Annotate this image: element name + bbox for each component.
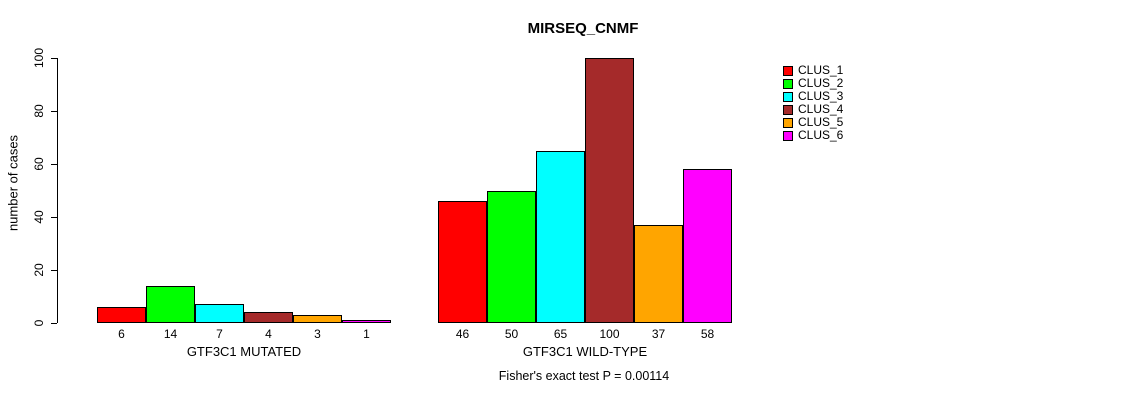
bar-value-label: 37 [651,327,666,341]
y-tick-label: 60 [32,157,46,171]
bar-value-label: 46 [455,327,470,341]
legend-item: CLUS_5 [783,116,843,129]
legend-item: CLUS_3 [783,90,843,103]
bar-value-label: 3 [314,327,321,341]
legend-item: CLUS_2 [783,77,843,90]
y-tick-mark [51,58,57,59]
y-tick-mark [51,217,57,218]
bar-value-label: 1 [363,327,370,341]
legend-color-swatch [783,78,793,89]
legend-item-label: CLUS_5 [798,115,844,129]
legend-color-swatch [783,130,793,141]
bar-clus_4-group2 [585,58,634,323]
bar-value-label: 50 [504,327,519,341]
y-tick-mark [51,111,57,112]
group-x-axis-label: GTF3C1 MUTATED [186,344,302,359]
legend-item-label: CLUS_6 [798,128,844,142]
y-tick-mark [51,270,57,271]
y-tick-mark [51,164,57,165]
legend-item: CLUS_4 [783,103,843,116]
group-x-axis-label: GTF3C1 WILD-TYPE [522,344,648,359]
legend-item-label: CLUS_3 [798,89,844,103]
legend-item-label: CLUS_1 [798,63,844,77]
bar-clus_3-group1 [195,304,244,323]
bar-clus_2-group2 [487,190,536,323]
chart-title: MIRSEQ_CNMF [527,20,639,37]
bar-clus_5-group1 [293,315,342,323]
y-tick-label: 20 [32,263,46,277]
y-tick-mark [51,323,57,324]
legend-color-swatch [783,117,793,128]
legend-item-label: CLUS_2 [798,76,844,90]
y-axis-line [57,58,58,323]
bar-clus_1-group2 [438,201,487,323]
legend-item: CLUS_6 [783,129,843,142]
legend-color-swatch [783,104,793,115]
y-tick-label: 80 [32,104,46,118]
legend-item: CLUS_1 [783,64,843,77]
y-tick-label: 0 [32,319,46,327]
legend: CLUS_1 CLUS_2 CLUS_3 CLUS_4 CLUS_5 CLUS_6 [783,64,843,142]
bar-value-label: 65 [553,327,568,341]
bar-value-label: 6 [118,327,125,341]
bar-clus_4-group1 [244,312,293,323]
legend-color-swatch [783,65,793,76]
bar-value-label: 7 [216,327,223,341]
bar-value-label: 58 [700,327,715,341]
bar-value-label: 14 [163,327,178,341]
bar-clus_1-group1 [97,307,146,323]
y-tick-label: 40 [32,210,46,224]
bar-value-label: 100 [599,327,620,341]
legend-item-label: CLUS_4 [798,102,844,116]
annotation-text: Fisher's exact test P = 0.00114 [498,369,670,383]
legend-color-swatch [783,91,793,102]
bar-value-label: 4 [265,327,272,341]
y-tick-label: 100 [32,47,46,69]
y-axis-label: number of cases [5,134,21,232]
bar-clus_3-group2 [536,150,585,323]
bar-clus_6-group1 [342,320,391,323]
bar-clus_6-group2 [683,169,732,323]
bar-clus_2-group1 [146,285,195,323]
bar-clus_5-group2 [634,224,683,323]
